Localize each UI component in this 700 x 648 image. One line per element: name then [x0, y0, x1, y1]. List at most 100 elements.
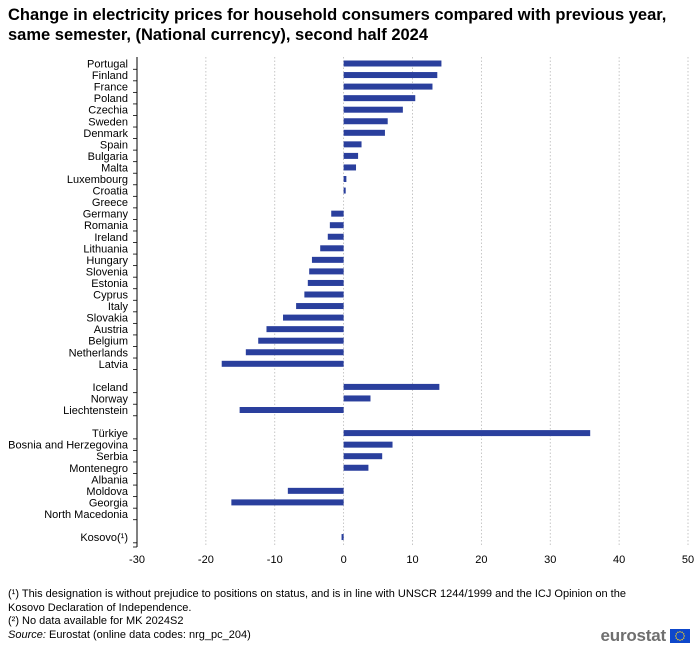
flag-star	[683, 635, 685, 637]
category-label: Greece	[92, 197, 128, 209]
category-label: Denmark	[83, 128, 128, 140]
x-tick-label: 20	[475, 554, 487, 566]
x-tick-label: 40	[613, 554, 625, 566]
category-label: Sweden	[88, 116, 128, 128]
category-label: Georgia	[89, 497, 129, 509]
bar	[327, 233, 344, 240]
bar	[307, 279, 344, 286]
bar	[231, 499, 344, 506]
category-label: North Macedonia	[44, 509, 129, 521]
category-label: France	[94, 82, 128, 94]
category-label: Italy	[108, 301, 129, 313]
bar	[343, 430, 591, 437]
category-label: Serbia	[96, 451, 129, 463]
category-label: Austria	[94, 324, 129, 336]
x-tick-label: 50	[682, 554, 694, 566]
bar	[239, 407, 344, 413]
category-label: Poland	[94, 93, 128, 105]
bar	[341, 534, 344, 541]
bar	[329, 222, 344, 229]
bar	[296, 303, 344, 310]
category-label: Hungary	[86, 255, 128, 267]
x-tick-label: -30	[129, 554, 145, 566]
bar	[343, 453, 383, 460]
category-label: Slovakia	[86, 313, 128, 325]
bar	[283, 314, 344, 321]
bar	[343, 106, 403, 113]
bar	[343, 441, 393, 448]
bar	[343, 83, 433, 90]
bar	[221, 360, 344, 367]
bar	[343, 383, 440, 390]
bar	[309, 268, 344, 275]
bar	[343, 176, 347, 182]
flag-star	[675, 637, 678, 639]
category-label: Albania	[91, 474, 129, 486]
bar	[343, 60, 442, 67]
x-tick-label: 10	[406, 554, 418, 566]
category-label: Ireland	[94, 232, 128, 244]
category-label: Slovenia	[86, 266, 129, 278]
bar	[343, 464, 369, 471]
bar	[245, 349, 344, 356]
bar	[320, 245, 344, 252]
category-labels: PortugalFinlandFrancePolandCzechiaSweden…	[8, 59, 129, 545]
category-label: Spain	[100, 139, 128, 151]
bar	[343, 95, 416, 102]
category-label: Moldova	[86, 486, 128, 498]
category-label: Iceland	[93, 382, 128, 394]
eurostat-logo: eurostat	[601, 626, 690, 646]
chart-title: Change in electricity prices for househo…	[8, 6, 667, 44]
bar	[343, 141, 362, 148]
x-tick-label: 30	[544, 554, 556, 566]
x-tick-label: -10	[267, 554, 283, 566]
bar	[311, 256, 344, 263]
source-line: Source: Eurostat (online data codes: nrg…	[8, 629, 648, 643]
flag-star	[677, 638, 679, 641]
category-label: Netherlands	[69, 347, 129, 359]
category-label: Croatia	[93, 186, 129, 198]
category-label: Luxembourg	[67, 174, 128, 186]
x-axis-ticks: -30 -20 -10 0 10 20 30 40 50	[129, 554, 694, 566]
category-label: Malta	[101, 162, 129, 174]
category-label: Finland	[92, 70, 128, 82]
bar-chart: PortugalFinlandFrancePolandCzechiaSweden…	[8, 57, 694, 566]
category-label: Cyprus	[93, 290, 128, 302]
flag-star	[682, 637, 685, 639]
category-label: Kosovo(¹)	[80, 532, 128, 544]
eu-flag-icon	[670, 629, 690, 643]
flag-star	[679, 631, 681, 633]
bars	[221, 60, 591, 541]
category-label: Türkiye	[92, 428, 128, 440]
bar	[343, 72, 438, 79]
source-label: Source:	[8, 628, 46, 641]
category-label: Bosnia and Herzegovina	[8, 440, 129, 452]
logo-text: eurostat	[600, 626, 667, 645]
category-label: Belgium	[88, 336, 128, 348]
flag-star	[675, 633, 678, 635]
bar	[343, 187, 346, 194]
category-label: Portugal	[87, 59, 128, 71]
bar	[304, 291, 344, 298]
category-label: Bulgaria	[88, 151, 129, 163]
flag-star	[681, 631, 683, 634]
category-label: Liechtenstein	[63, 405, 128, 417]
flag-star	[681, 638, 683, 641]
category-label: Montenegro	[69, 463, 128, 475]
bar	[343, 152, 359, 159]
bar	[331, 210, 344, 217]
flag-star	[675, 635, 677, 637]
flag-star	[682, 633, 685, 635]
y-axis	[133, 57, 138, 548]
x-tick-label: -20	[198, 554, 214, 566]
bar	[266, 326, 344, 333]
gridlines	[205, 57, 689, 547]
category-label: Romania	[84, 220, 129, 232]
bar	[343, 118, 388, 125]
category-label: Latvia	[99, 359, 129, 371]
bar	[343, 164, 357, 171]
flag-star	[677, 631, 679, 634]
category-label: Estonia	[91, 278, 129, 290]
bar	[343, 129, 385, 136]
category-label: Norway	[91, 393, 129, 405]
